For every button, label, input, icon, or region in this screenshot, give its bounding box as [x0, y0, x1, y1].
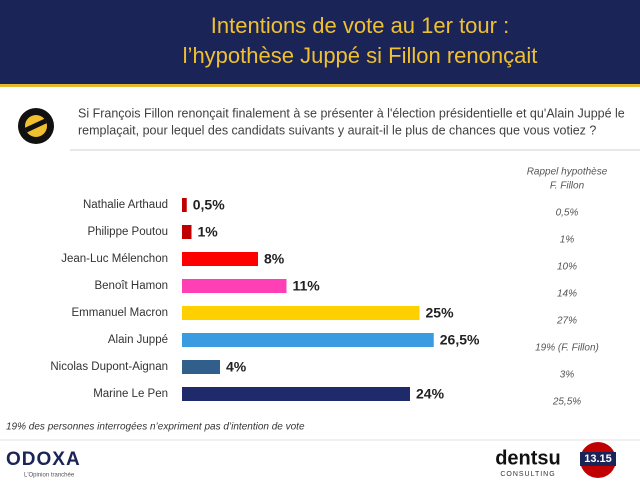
media-band	[580, 452, 616, 466]
header-band	[0, 0, 640, 84]
footnote: 19% des personnes interrogées n’exprimen…	[6, 422, 305, 433]
category-label: Benoît Hamon	[94, 280, 168, 292]
bar	[182, 360, 220, 374]
bar	[182, 387, 410, 401]
title: l’hypothèse Juppé si Fillon renonçait	[183, 43, 538, 68]
category-label: Emmanuel Macron	[71, 307, 168, 319]
recall-title: F. Fillon	[550, 181, 585, 192]
recall-value: 19% (F. Fillon)	[535, 343, 599, 354]
value-label: 4%	[226, 359, 247, 375]
tagline: L'Opinion tranchée	[24, 473, 75, 479]
value-label: 11%	[293, 278, 321, 294]
question: remplaçait, pour lequel des candidats su…	[78, 123, 596, 137]
question: Si François Fillon renonçait finalement …	[78, 106, 625, 120]
category-label: Philippe Poutou	[87, 226, 168, 238]
category-label: Alain Juppé	[108, 334, 168, 346]
bar	[182, 279, 287, 293]
bar	[182, 198, 187, 212]
category-label: Marine Le Pen	[93, 388, 168, 400]
recall-value: 25,5%	[552, 397, 581, 408]
title: Intentions de vote au 1er tour :	[211, 13, 509, 38]
logo-slash	[24, 118, 47, 133]
bar	[182, 333, 434, 347]
recall-value: 14%	[557, 289, 577, 300]
plot: Nathalie Arthaud 0,5% Philippe Poutou 1% Jea…	[50, 197, 598, 408]
recall-value: 0,5%	[556, 208, 579, 219]
value-label: 26,5%	[440, 332, 480, 348]
bar	[182, 252, 258, 266]
recall-value: 10%	[557, 262, 577, 273]
value-label: 8%	[264, 251, 285, 267]
value-label: 24%	[416, 386, 445, 402]
bar	[182, 306, 420, 320]
recall-value: 27%	[556, 316, 577, 327]
value-label: 25%	[426, 305, 455, 321]
category-label: Jean-Luc Mélenchon	[61, 253, 168, 265]
media: 13.15	[584, 453, 612, 465]
category-label: Nathalie Arthaud	[83, 199, 168, 211]
recall-value: 3%	[560, 370, 575, 381]
brand: ODOXA	[6, 449, 81, 470]
recall-value: 1%	[560, 235, 575, 246]
header-rule	[0, 84, 640, 87]
category-label: Nicolas Dupont-Aignan	[50, 361, 168, 373]
value-label: 1%	[198, 224, 219, 240]
recall-title: Rappel hypothèse	[527, 167, 608, 178]
partner-sub: CONSULTING	[500, 471, 555, 478]
partner: dentsu	[495, 447, 561, 469]
bar	[182, 225, 192, 239]
value-label: 0,5%	[193, 197, 225, 213]
